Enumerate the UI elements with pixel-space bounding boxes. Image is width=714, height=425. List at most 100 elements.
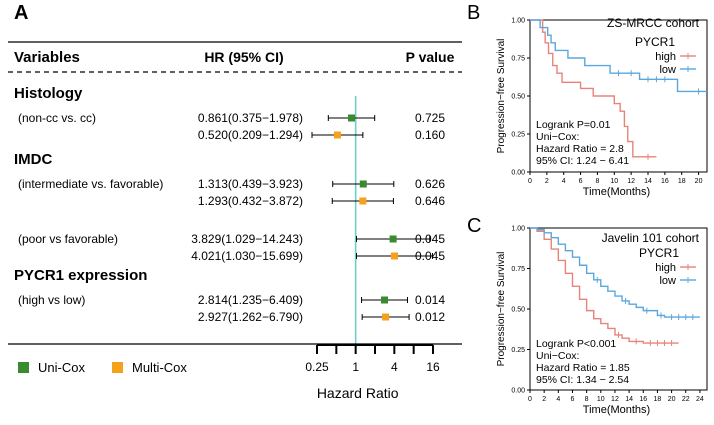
km-annotation: Uni−Cox: [536,131,579,143]
forest-legend: Uni-Cox Multi-Cox [18,360,187,375]
x-tick-label: 18 [678,178,686,185]
x-tick-label: 20 [668,396,676,403]
p-value: 0.646 [415,194,445,208]
x-axis-label: Time(Months) [583,404,650,416]
forest-x-label: Hazard Ratio [317,385,399,401]
legend-uni-cox-swatch [18,362,29,373]
subgroup-label: (intermediate vs. favorable) [18,177,163,191]
km-legend-label-low: low [659,275,676,287]
p-value: 0.626 [415,177,445,191]
hr-point [359,197,367,205]
p-value: 0.012 [415,310,445,324]
forest-tick-label: 0.25 [305,360,329,374]
x-tick-label: 2 [545,178,549,185]
subgroup-label: (poor vs favorable) [18,232,118,246]
forest-rows: Histology (non-cc vs. cc) 0.861(0.375−1.97… [14,85,445,324]
hr-ci-text: 1.293(0.432−3.872) [198,194,303,208]
km-legend-title: PYCR1 [635,35,675,49]
x-tick-label: 2 [542,396,546,403]
hr-ci-text: 3.829(1.029−14.243) [191,232,303,246]
hr-point [389,235,397,243]
header-hr: HR (95% CI) [204,49,283,65]
legend-multi-cox-label: Multi-Cox [132,360,187,375]
km-legend-label-low: low [659,64,676,76]
hr-point [359,180,367,188]
x-tick-label: 6 [571,396,575,403]
subgroup-label: (high vs low) [18,293,85,307]
forest-tick-label: 4 [391,360,398,374]
header-p-value: P value [406,49,455,65]
km-legend-label-high: high [655,262,676,274]
survival-curve-high [530,227,679,344]
group-title: Histology [14,85,83,102]
x-tick-label: 14 [625,396,633,403]
km-plot-javelin-101: 0.000.250.500.751.000 2 4 6 8 10 12 14 16 18 20 22 2… [496,226,708,416]
forest-tick-label: 16 [426,360,440,374]
y-tick-label: 0.00 [511,388,525,395]
group-title: IMDC [14,151,52,168]
y-tick-label: 0.75 [511,56,525,63]
hr-point [347,114,355,122]
hr-point [382,313,390,321]
x-tick-label: 12 [611,396,619,403]
km-legend-title: PYCR1 [639,246,679,260]
hr-ci-text: 2.814(1.235−6.409) [198,293,303,307]
x-tick-label: 20 [695,178,703,185]
panel-label-b: B [467,2,480,24]
x-tick-label: 16 [639,396,647,403]
x-axis-label: Time(Months) [583,186,650,198]
hr-ci-text: 2.927(1.262−6.790) [198,310,303,324]
x-tick-label: 10 [610,178,618,185]
y-tick-label: 1.00 [511,226,525,233]
hr-ci-text: 4.021(1.030−15.699) [191,249,303,263]
x-tick-label: 4 [556,396,560,403]
y-tick-label: 0.00 [511,170,525,177]
p-value: 0.014 [415,293,445,307]
km-title: ZS-MRCC cohort [607,16,700,30]
panel-label-c: C [467,215,481,237]
panel-label-a: A [14,2,28,24]
km-annotation: Logrank P<0.001 [536,338,616,350]
forest-x-axis: 0.25 1 4 16 [305,344,440,374]
x-tick-label: 14 [644,178,652,185]
km-annotation: 95% CI: 1.34 − 2.54 [536,374,629,386]
x-tick-label: 12 [627,178,635,185]
y-tick-label: 0.50 [511,94,525,101]
hr-ci-text: 1.313(0.439−3.923) [198,177,303,191]
km-annotation: Hazard Ratio = 1.85 [536,362,630,374]
forest-tick-label: 1 [352,360,359,374]
y-tick-label: 0.25 [511,347,525,354]
km-annotation: Uni−Cox: [536,350,579,362]
group-title: PYCR1 expression [14,267,147,284]
x-tick-label: 8 [585,396,589,403]
legend-multi-cox-swatch [112,362,123,373]
survival-curve-high [530,19,657,158]
y-tick-label: 1.00 [511,18,525,25]
y-axis-label: Progression−free Survival [496,39,507,154]
header-variables: Variables [14,49,80,66]
y-axis-label: Progression−free Survival [496,252,507,367]
y-tick-label: 0.50 [511,307,525,314]
km-legend-label-high: high [655,51,676,63]
km-title: Javelin 101 cohort [602,231,700,245]
km-annotation: 95% CI: 1.24 − 6.41 [536,155,629,167]
x-tick-label: 16 [661,178,669,185]
hr-point [390,252,398,260]
x-tick-label: 4 [562,178,566,185]
x-tick-label: 24 [696,396,704,403]
y-tick-label: 0.25 [511,132,525,139]
x-tick-label: 18 [654,396,662,403]
x-tick-label: 10 [597,396,605,403]
km-plot-zs-mrcc: 0.00 0.25 0.50 0.75 1.00 0 2 4 6 8 10 12 14 16 18 20 Tim… [496,16,708,198]
x-tick-label: 0 [528,178,532,185]
km-annotation: Logrank P=0.01 [536,119,611,131]
x-tick-label: 0 [528,396,532,403]
subgroup-label: (non-cc vs. cc) [18,111,96,125]
y-tick-label: 0.75 [511,266,525,273]
x-tick-label: 8 [595,178,599,185]
km-annotation: Hazard Ratio = 2.8 [536,143,624,155]
legend-uni-cox-label: Uni-Cox [38,360,85,375]
x-tick-label: 6 [579,178,583,185]
p-value: 0.725 [415,111,445,125]
